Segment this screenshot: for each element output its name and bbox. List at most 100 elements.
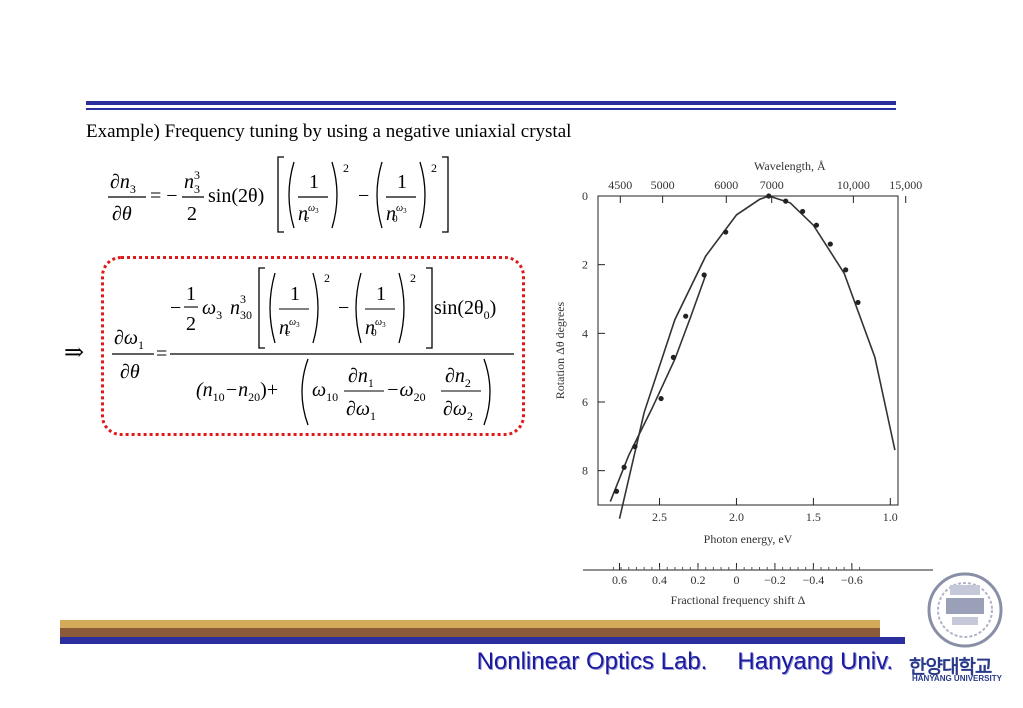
eq1-sin: sin(2θ) — [208, 185, 264, 207]
eq2-sin: sin(2θ0) — [434, 297, 496, 322]
y-tick-label: 4 — [582, 326, 588, 340]
eq2-dn1: ∂n1 — [348, 365, 374, 390]
highlight-box — [101, 256, 525, 436]
eq1-frac-den: 2 — [187, 203, 197, 225]
data-point — [658, 395, 664, 402]
data-point — [621, 464, 627, 470]
eq2-lhs-num: ∂ω1 — [114, 327, 144, 352]
footer-text: Nonlinear Optics Lab. Hanyang Univ. — [477, 648, 893, 676]
top-tick-label: 10,000 — [837, 178, 870, 192]
data-point — [843, 267, 849, 273]
eq2-num-two: 2 — [186, 313, 196, 335]
y-tick-label: 6 — [582, 395, 588, 409]
shift-tick-label: 0.6 — [612, 573, 627, 587]
eq1-frac-num: n3 3 — [184, 168, 200, 196]
x-tick-label: 2.0 — [729, 510, 744, 524]
eq1-paren-1-left — [288, 161, 295, 229]
data-point — [670, 354, 676, 360]
y-tick-label: 2 — [582, 258, 588, 272]
eq1-ne: nω3 e — [298, 203, 319, 225]
y-axis-label: Rotation Δθ degrees — [553, 301, 567, 399]
eq2-left-bracket — [258, 267, 265, 349]
eq2-square-1: 2 — [324, 271, 330, 285]
eq1-one-1: 1 — [309, 171, 319, 193]
eq2-no: nω3 0 — [365, 317, 386, 339]
shift-tick-label: 0.4 — [652, 573, 667, 587]
shift-tick-label: −0.2 — [764, 573, 786, 587]
top-tick-label: 7000 — [760, 178, 784, 192]
chart-container: 0 2 4 6 8 2.5 2.0 1.5 1.0 4500 5000 6000 7000 10,000 1… — [548, 150, 948, 615]
eq2-paren-2-left — [355, 272, 362, 344]
footer-stripe-blue — [60, 637, 905, 644]
data-point — [827, 241, 833, 247]
x-tick-label: 1.0 — [883, 510, 898, 524]
y-tick-label: 8 — [582, 464, 588, 478]
top-rule-thick — [86, 101, 896, 105]
eq2-dn2: ∂n2 — [445, 365, 471, 390]
eq2-num-minus: − — [170, 297, 181, 319]
data-point — [800, 208, 806, 215]
eq1-minus: − — [358, 185, 369, 207]
data-point — [632, 444, 638, 450]
data-point — [766, 193, 772, 199]
rotation-vs-photon-energy-chart: 0 2 4 6 8 2.5 2.0 1.5 1.0 4500 5000 6000 7000 10,000 1… — [553, 159, 933, 607]
footer-stripe-brown — [60, 628, 880, 637]
eq2-den-paren-right — [483, 358, 491, 426]
x-tick-label: 2.5 — [652, 510, 667, 524]
eq2-paren-2-right — [398, 272, 405, 344]
x-axis-label: Photon energy, eV — [704, 532, 793, 546]
eq2-one-1: 1 — [290, 283, 300, 305]
eq1-right-bracket — [442, 156, 449, 233]
eq1-paren-2-right — [419, 161, 426, 229]
shift-tick-label: 0.2 — [691, 573, 706, 587]
plot-frame — [597, 195, 899, 506]
y-tick-label: 0 — [582, 189, 588, 203]
top-tick-label: 15,000 — [889, 178, 922, 192]
equation-1: ∂n3 ∂θ = − n3 3 2 sin(2θ) 1 nω3 e 2 − 1 nω… — [108, 156, 449, 233]
eq1-lhs-num: ∂n3 — [110, 171, 136, 196]
data-point — [783, 198, 789, 204]
eq1-paren-2-left — [376, 161, 383, 229]
university-seal-logo — [927, 572, 1003, 648]
x-tick-label: 1.5 — [806, 510, 821, 524]
eq2-n30: n3 30 — [230, 292, 252, 322]
shift-tick-label: −0.6 — [841, 573, 863, 587]
data-point — [813, 222, 820, 228]
eq2-right-bracket — [426, 267, 433, 349]
data-point — [855, 299, 861, 306]
shift-tick-label: 0 — [733, 573, 739, 587]
eq2-den-a: (n10−n20)+ — [196, 379, 278, 404]
data-point — [723, 229, 729, 235]
top-axis-label: Wavelength, Å — [754, 159, 826, 173]
footer-lab-name: Nonlinear Optics Lab. — [476, 648, 708, 675]
data-point — [613, 488, 620, 494]
top-tick-label: 5000 — [651, 178, 675, 192]
eq1-equals: = − — [150, 185, 178, 207]
eq2-equals: = — [156, 343, 167, 365]
eq1-left-bracket — [277, 156, 284, 233]
eq2-square-2: 2 — [410, 271, 416, 285]
eq1-paren-1-right — [331, 161, 338, 229]
data-point — [701, 272, 707, 278]
eq2-one-2: 1 — [376, 283, 386, 305]
top-tick-label: 6000 — [714, 178, 738, 192]
logo-english-text: HANYANG UNIVERSITY — [912, 674, 1002, 683]
eq1-no: nω3 0 — [386, 203, 407, 225]
data-point — [683, 313, 689, 319]
eq2-paren-1-left — [269, 272, 276, 344]
eq1-one-2: 1 — [397, 171, 407, 193]
top-tick-label: 4500 — [608, 178, 632, 192]
eq1-lhs-den: ∂θ — [112, 203, 132, 225]
eq1-square-2: 2 — [431, 161, 437, 175]
eq2-w10: ω10 — [312, 379, 338, 404]
shift-axis-label: Fractional frequency shift Δ — [671, 593, 806, 607]
slide-heading: Example) Frequency tuning by using a neg… — [86, 121, 572, 142]
eq2-minus: − — [338, 297, 349, 319]
footer-university-name: Hanyang Univ. — [737, 648, 893, 675]
theory-curve — [618, 195, 896, 519]
eq2-w20: −ω20 — [386, 379, 426, 404]
implies-arrow: ⇒ — [64, 340, 84, 366]
eq1-square-1: 2 — [343, 161, 349, 175]
shift-tick-label: −0.4 — [802, 573, 824, 587]
